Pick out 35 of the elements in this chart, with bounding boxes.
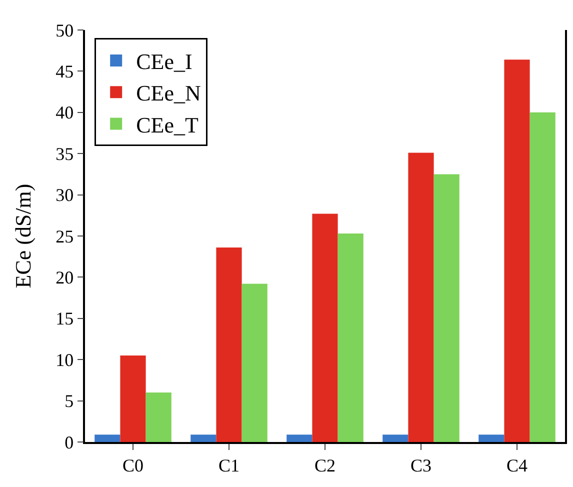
x-tick-label: C1 — [218, 455, 240, 476]
x-tick-label: C2 — [314, 455, 336, 476]
x-tick-label: C0 — [122, 455, 144, 476]
y-tick-label: 45 — [56, 62, 74, 82]
bar — [242, 284, 268, 442]
legend-label: CEe_I — [136, 49, 192, 74]
y-tick-label: 15 — [56, 308, 74, 329]
bar — [504, 60, 530, 442]
y-tick-label: 40 — [56, 102, 74, 123]
legend-label: CEe_T — [136, 112, 199, 138]
bar — [408, 152, 434, 442]
y-tick-label: 10 — [56, 350, 74, 370]
bar — [216, 248, 242, 442]
y-tick-label: 20 — [56, 268, 74, 288]
y-axis-title: ECe (dS/m) — [10, 184, 36, 288]
bar — [146, 392, 172, 442]
bar — [530, 112, 556, 442]
y-tick-label: 0 — [64, 432, 74, 452]
y-tick-label: 5 — [64, 391, 74, 412]
bar — [478, 434, 504, 442]
legend-label: CEe_N — [136, 80, 201, 106]
bar — [312, 214, 338, 442]
bar — [382, 434, 408, 442]
bar — [94, 434, 120, 442]
bar — [434, 174, 460, 442]
bar — [338, 234, 364, 442]
bar — [120, 355, 146, 442]
x-tick-label: C3 — [410, 455, 432, 476]
y-tick-label: 30 — [56, 185, 74, 206]
bar — [286, 434, 312, 442]
bar — [190, 434, 216, 442]
y-tick-label: 25 — [56, 226, 74, 246]
y-tick-label: 35 — [56, 144, 74, 164]
y-tick-label: 50 — [56, 20, 74, 40]
x-tick-label: C4 — [506, 455, 528, 476]
